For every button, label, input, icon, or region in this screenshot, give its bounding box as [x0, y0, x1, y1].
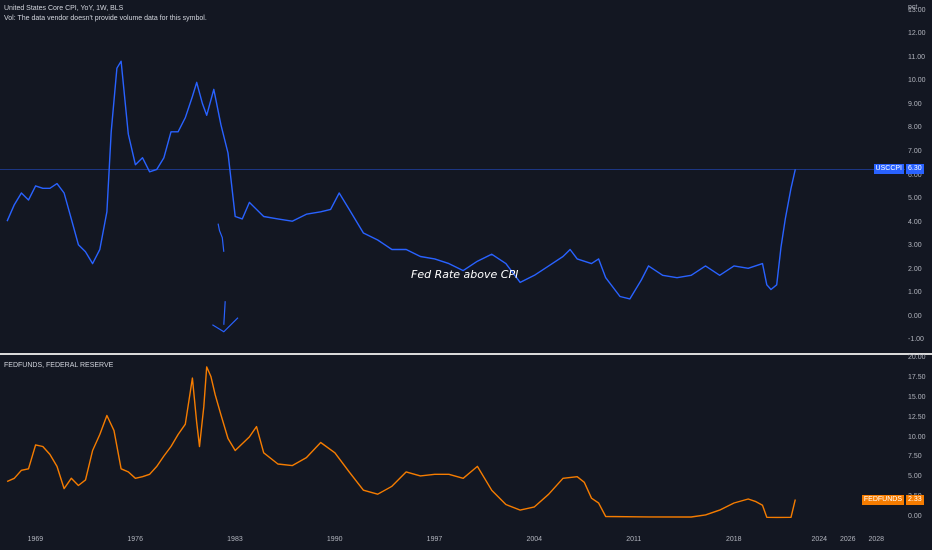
price-tick-label: 0.00 — [908, 513, 922, 521]
time-tick-label: 1990 — [326, 536, 343, 543]
cpi-chart — [0, 60, 905, 333]
time-scale[interactable]: 1969 1976 1983 1990 1997 2004 2011 2018 2024 2026… — [0, 530, 905, 550]
price-tick-label: 8.00 — [908, 124, 922, 132]
pane-divider[interactable] — [0, 353, 932, 355]
time-tick-label: 2004 — [526, 536, 543, 543]
series-line-usccpi — [6, 60, 796, 300]
time-tick-label: 2028 — [868, 536, 885, 543]
lower-symbol-legend[interactable]: FEDFUNDS, FEDERAL RESERVE — [4, 362, 114, 369]
time-tick-label: 1997 — [426, 536, 443, 543]
time-tick-label: 1983 — [227, 536, 243, 543]
time-tick-label: 1969 — [27, 536, 44, 543]
price-tick-label: 0.00 — [908, 312, 922, 320]
price-tick-label: 10.00 — [908, 433, 926, 441]
price-tick-label: 12.50 — [908, 413, 926, 421]
price-scale-unit: pct — [908, 4, 918, 11]
price-tick-label: 15.00 — [908, 393, 926, 401]
price-tick-label: 5.00 — [908, 195, 922, 203]
volume-note: Vol: The data vendor doesn't provide vol… — [4, 15, 207, 22]
price-tick-label: 2.00 — [908, 265, 922, 273]
price-tick-label: 7.00 — [908, 147, 922, 155]
main-symbol-legend[interactable]: United States Core CPI, YoY, 1W, BLS — [4, 5, 124, 12]
cpi-chart-pane[interactable]: United States Core CPI, YoY, 1W, BLS Vol… — [0, 0, 905, 353]
price-tick-label: 5.00 — [908, 473, 922, 481]
series-name-badge: FEDFUNDS — [861, 494, 904, 505]
price-tick-label: 4.00 — [908, 218, 922, 226]
annotation-stroke — [217, 223, 225, 252]
time-tick-label: 2024 — [811, 536, 828, 543]
price-tick-label: 9.00 — [908, 100, 922, 108]
fedfunds-chart — [6, 366, 796, 519]
price-tick-label: 12.00 — [908, 30, 926, 38]
arrow-head — [212, 317, 239, 333]
last-value-badge: 2.33 — [906, 494, 924, 505]
arrow-shaft — [223, 301, 226, 325]
price-tick-label: 7.50 — [908, 453, 922, 461]
time-tick-label: 2018 — [725, 536, 742, 543]
price-tick-label: 17.50 — [908, 373, 926, 381]
price-tick-label: 1.00 — [908, 289, 922, 297]
price-tick-label: 6.00 — [908, 171, 922, 179]
last-value-badge: 6.30 — [906, 164, 924, 175]
price-tick-label: 20.00 — [908, 353, 926, 361]
fedfunds-chart-pane[interactable]: FEDFUNDS, FEDERAL RESERVE — [0, 355, 905, 530]
annotation-text: Fed Rate above CPI — [411, 268, 519, 281]
series-line-fedfunds — [6, 366, 796, 519]
time-tick-label: 2026 — [839, 536, 856, 543]
price-tick-label: 13.00 — [908, 6, 926, 14]
time-tick-label: 2011 — [626, 536, 642, 543]
time-tick-label: 1976 — [127, 536, 143, 543]
price-tick-label: 11.00 — [908, 53, 925, 61]
series-name-badge: USCCPI — [873, 164, 904, 175]
price-tick-label: 10.00 — [908, 77, 926, 85]
price-scale[interactable]: pct 13.00 12.00 11.00 10.00 9.00 8.00 7.00 6.00… — [905, 0, 932, 530]
price-tick-label: -1.00 — [908, 336, 924, 344]
price-tick-label: 3.00 — [908, 242, 922, 250]
